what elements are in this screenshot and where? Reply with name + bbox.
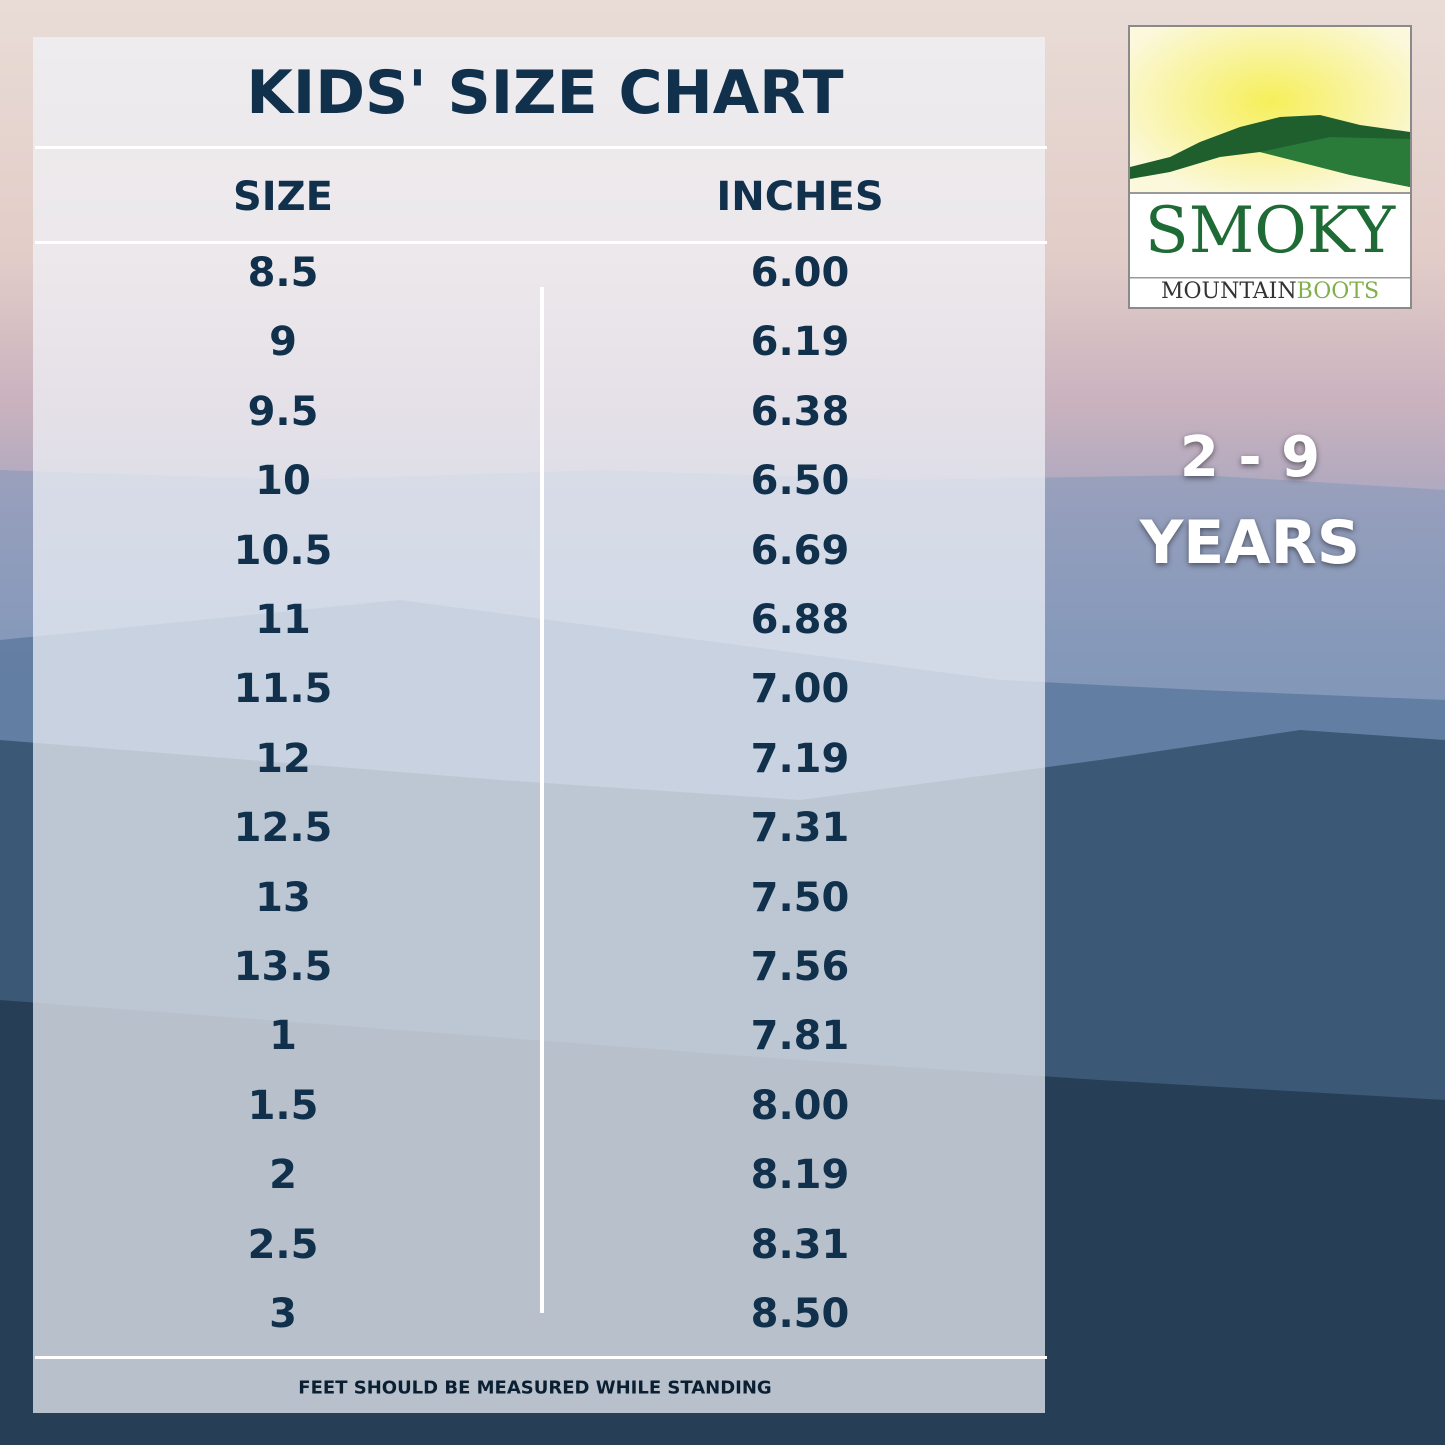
column-divider [540, 287, 544, 1313]
size-cell: 1.5 [247, 1082, 319, 1129]
size-cell: 11.5 [233, 666, 333, 713]
inches-cell: 6.19 [750, 319, 850, 366]
inches-cell: 6.88 [750, 597, 850, 643]
brand-logo: SMOKY MOUNTAINBOOTS [1128, 25, 1412, 309]
size-cell: 12.5 [233, 805, 333, 852]
inches-cell: 7.19 [750, 735, 850, 782]
inches-cell: 7.56 [750, 944, 850, 990]
size-cell: 12 [255, 735, 311, 782]
size-chart-panel [33, 37, 1045, 1413]
chart-title: KIDS' SIZE CHART [246, 58, 844, 128]
inches-cell: 8.31 [750, 1221, 850, 1268]
inches-cell: 7.81 [750, 1013, 850, 1060]
logo-word-boots: BOOTS [1296, 279, 1380, 304]
footer-note: FEET SHOULD BE MEASURED WHILE STANDING [298, 1377, 772, 1399]
size-cell: 8.5 [247, 250, 319, 296]
inches-cell: 8.50 [750, 1291, 850, 1337]
size-cell: 9.5 [247, 388, 319, 435]
divider [35, 146, 1047, 149]
inches-cell: 7.00 [750, 666, 850, 713]
inches-cell: 6.00 [750, 250, 850, 296]
inches-cell: 7.50 [750, 874, 850, 921]
divider [35, 241, 1047, 244]
inches-cell: 6.38 [750, 388, 850, 435]
age-range-line1: 2 - 9 [1179, 425, 1321, 490]
size-cell: 11 [255, 597, 311, 643]
mountain-sun-icon [1130, 27, 1410, 279]
size-cell: 13.5 [233, 944, 333, 990]
column-header-inches: INCHES [716, 174, 884, 220]
age-range-line2: YEARS [1139, 508, 1361, 578]
inches-cell: 8.00 [750, 1082, 850, 1129]
inches-cell: 8.19 [750, 1152, 850, 1199]
size-cell: 3 [269, 1291, 297, 1337]
column-header-size: SIZE [232, 174, 334, 220]
size-cell: 10.5 [233, 527, 333, 574]
logo-word-mountain: MOUNTAIN [1160, 279, 1297, 304]
size-cell: 10 [255, 458, 311, 505]
size-cell: 9 [269, 319, 297, 366]
divider [35, 1356, 1047, 1359]
size-cell: 2 [269, 1152, 297, 1199]
size-cell: 1 [269, 1013, 297, 1060]
size-cell: 2.5 [247, 1221, 319, 1268]
inches-cell: 6.50 [750, 458, 850, 505]
logo-word-smoky: SMOKY [1144, 194, 1396, 268]
inches-cell: 6.69 [750, 527, 850, 574]
inches-cell: 7.31 [750, 805, 850, 852]
size-cell: 13 [255, 874, 311, 921]
